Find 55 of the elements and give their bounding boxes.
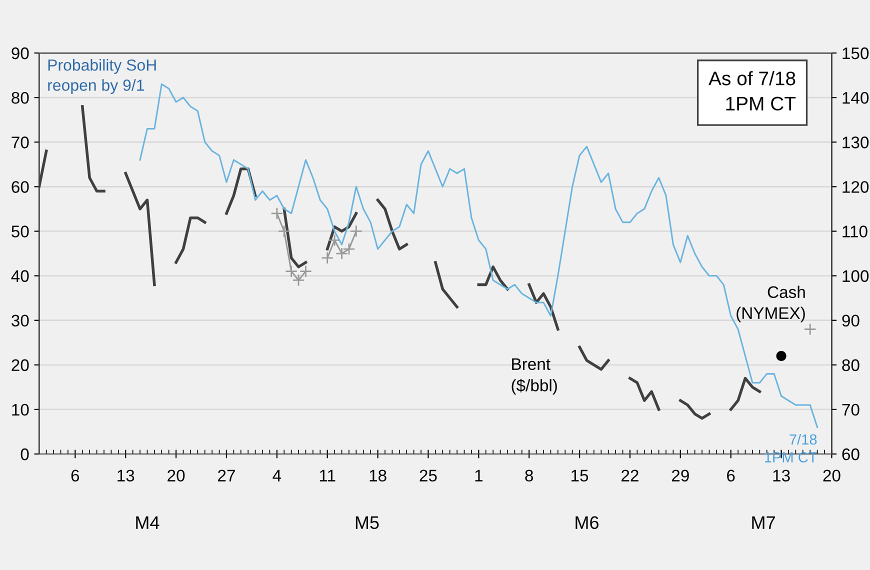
x-tick-label: 6 bbox=[71, 470, 80, 482]
x-tick-label: 20 bbox=[823, 470, 840, 482]
y2-tick-label: 110 bbox=[842, 226, 868, 238]
point bbox=[350, 224, 362, 238]
text: M6 bbox=[576, 516, 598, 530]
y-tick-label: 90 bbox=[12, 47, 29, 60]
y-tick-label: 50 bbox=[12, 226, 29, 238]
text: M4 bbox=[136, 516, 160, 529]
x-tick-label: 20 bbox=[168, 470, 185, 482]
point bbox=[299, 265, 312, 278]
series-label: Brent ($/bbl) bbox=[512, 358, 557, 395]
y2-tick-label: 140 bbox=[842, 92, 869, 104]
y-tick-label: 40 bbox=[11, 270, 29, 282]
x-tick-label: 1 bbox=[475, 470, 482, 482]
y2-tick-label: 70 bbox=[842, 404, 860, 416]
point bbox=[278, 224, 290, 238]
annotation: 7/18 1PM CT bbox=[764, 434, 817, 462]
point bbox=[270, 207, 284, 220]
y-tick-label: 20 bbox=[12, 359, 29, 372]
x-tick-label: 8 bbox=[525, 470, 534, 482]
x-tick-label: 13 bbox=[773, 470, 790, 482]
point bbox=[776, 350, 786, 362]
point bbox=[285, 265, 298, 278]
y-tick-label: 0 bbox=[20, 448, 29, 460]
text: M7 bbox=[752, 516, 775, 529]
y2-tick-label: 90 bbox=[842, 314, 860, 327]
annotation: As of 7/18 1PM CT bbox=[708, 71, 796, 111]
x-tick-label: 11 bbox=[320, 470, 336, 482]
y-tick-label: 30 bbox=[12, 314, 29, 327]
x-tick-label: 18 bbox=[370, 470, 386, 482]
y2-tick-label: 150 bbox=[842, 47, 869, 60]
x-tick-label: 29 bbox=[672, 470, 689, 482]
series-label: Probability SoH reopen by 9/1 bbox=[48, 59, 156, 94]
series-label: Cash (NYMEX) bbox=[736, 286, 805, 322]
x-tick-label: 25 bbox=[420, 470, 437, 482]
y-tick-label: 10 bbox=[12, 404, 29, 416]
x-tick-label: 13 bbox=[118, 470, 134, 482]
text: M5 bbox=[356, 516, 379, 530]
point bbox=[804, 323, 816, 336]
y2-tick-label: 100 bbox=[842, 270, 869, 282]
x-tick-label: 15 bbox=[572, 470, 588, 482]
y2-tick-label: 120 bbox=[842, 181, 869, 193]
x-tick-label: 27 bbox=[218, 470, 235, 482]
y-tick-label: 70 bbox=[12, 136, 29, 148]
point bbox=[328, 234, 341, 246]
y2-tick-label: 60 bbox=[842, 448, 860, 460]
point bbox=[321, 252, 334, 264]
x-tick-label: 4 bbox=[272, 470, 282, 482]
x-tick-label: 22 bbox=[622, 470, 638, 482]
y-tick-label: 80 bbox=[12, 92, 29, 104]
y-tick-label: 60 bbox=[12, 181, 29, 193]
point bbox=[292, 274, 305, 286]
y2-tick-label: 80 bbox=[842, 359, 860, 372]
x-tick-label: 6 bbox=[727, 470, 735, 482]
y2-tick-label: 130 bbox=[842, 136, 869, 148]
